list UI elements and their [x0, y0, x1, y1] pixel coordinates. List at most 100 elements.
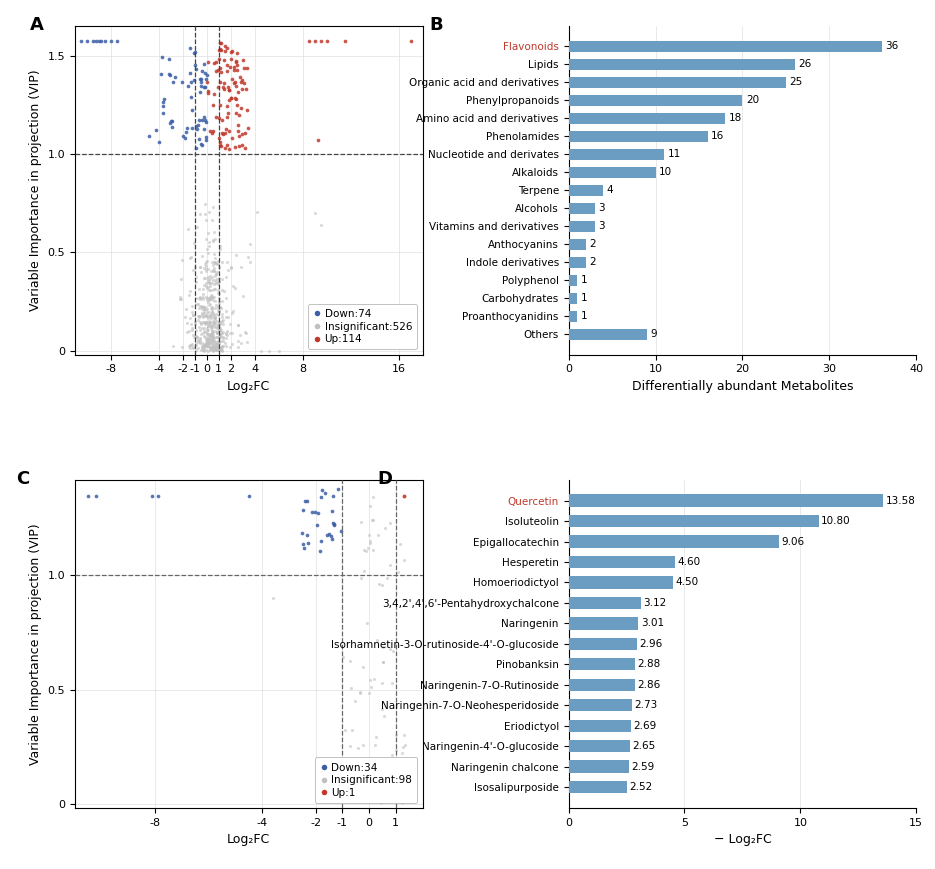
Point	[201, 315, 216, 329]
Point	[206, 233, 221, 247]
Point	[189, 323, 204, 337]
Point	[300, 494, 315, 508]
Point	[194, 138, 209, 152]
Point	[196, 80, 211, 94]
Point	[207, 338, 222, 352]
Point	[211, 316, 226, 330]
Point	[85, 34, 100, 48]
Bar	[568, 41, 882, 52]
Text: 4.60: 4.60	[678, 557, 700, 567]
Point	[177, 310, 192, 324]
Point	[209, 326, 224, 340]
Point	[307, 206, 322, 220]
Point	[210, 286, 225, 300]
Point	[198, 129, 213, 143]
Bar	[568, 311, 577, 322]
Bar	[568, 740, 630, 753]
Point	[191, 313, 206, 327]
Point	[186, 342, 201, 355]
Point	[209, 342, 224, 356]
Bar	[568, 185, 603, 196]
Point	[343, 654, 358, 668]
Point	[227, 140, 242, 154]
Point	[389, 728, 404, 742]
Point	[192, 290, 207, 304]
Point	[210, 255, 225, 269]
Point	[190, 329, 205, 343]
Point	[209, 342, 223, 355]
Point	[205, 314, 220, 328]
Point	[197, 66, 212, 80]
Point	[174, 272, 189, 286]
Point	[206, 316, 221, 330]
Point	[79, 34, 94, 48]
Point	[206, 341, 221, 355]
Point	[237, 142, 252, 156]
Point	[214, 65, 229, 79]
Point	[204, 126, 219, 140]
Point	[209, 340, 224, 354]
Point	[206, 335, 221, 349]
Point	[211, 304, 226, 318]
Text: 9.06: 9.06	[781, 536, 804, 547]
Point	[194, 342, 209, 356]
Point	[197, 113, 212, 127]
Point	[345, 722, 360, 736]
Bar	[568, 597, 640, 609]
Point	[206, 263, 221, 277]
Point	[236, 53, 251, 67]
Point	[196, 261, 211, 275]
Point	[209, 64, 223, 78]
Point	[209, 326, 224, 340]
Point	[184, 299, 199, 313]
Point	[215, 126, 230, 140]
Point	[363, 794, 378, 808]
Point	[219, 339, 234, 353]
Point	[207, 315, 222, 328]
Point	[193, 308, 208, 322]
Point	[386, 644, 401, 658]
Point	[207, 225, 222, 239]
Point	[223, 340, 237, 354]
Point	[209, 322, 224, 335]
Point	[223, 260, 238, 274]
Point	[213, 328, 228, 342]
Point	[206, 331, 221, 345]
Point	[198, 214, 213, 228]
Point	[213, 62, 228, 76]
Point	[204, 331, 219, 345]
Point	[353, 571, 368, 585]
Point	[203, 290, 218, 304]
Point	[324, 533, 339, 547]
Point	[217, 76, 232, 90]
X-axis label: Log₂FC: Log₂FC	[227, 380, 270, 393]
Point	[397, 553, 412, 567]
Point	[186, 73, 201, 87]
Point	[209, 336, 224, 350]
Point	[201, 86, 216, 100]
Point	[201, 333, 216, 347]
Point	[196, 110, 211, 124]
Point	[213, 75, 228, 89]
Point	[198, 259, 213, 273]
Point	[200, 322, 215, 336]
Point	[196, 315, 211, 328]
Point	[204, 329, 219, 343]
Point	[375, 702, 390, 716]
Point	[207, 335, 222, 348]
Point	[187, 235, 202, 249]
Point	[200, 335, 215, 348]
Point	[203, 343, 218, 357]
Point	[384, 771, 399, 785]
Point	[235, 138, 250, 152]
Point	[215, 314, 230, 328]
Point	[397, 738, 412, 752]
Bar	[568, 515, 819, 527]
Point	[161, 67, 176, 81]
Point	[310, 506, 325, 520]
Point	[193, 322, 208, 336]
Point	[380, 571, 395, 585]
Point	[214, 255, 229, 269]
Point	[210, 343, 225, 357]
Point	[204, 289, 219, 302]
